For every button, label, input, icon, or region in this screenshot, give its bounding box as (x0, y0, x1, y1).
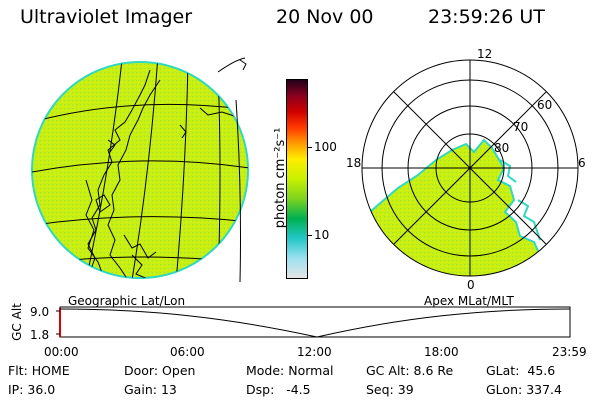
status-flt: Flt: HOME (8, 363, 70, 378)
mlt-label-12: 12 (477, 47, 493, 61)
geo-disk (31, 61, 249, 279)
status-mode: Mode: Normal (246, 363, 334, 378)
geo-map-label: Geographic Lat/Lon (68, 294, 186, 308)
colorbar-tick-100-mark (307, 147, 312, 148)
x-tick-1200: 12:00 (297, 345, 332, 359)
lat-label-60: 60 (537, 98, 553, 112)
colorbar-tick-10-mark (307, 235, 312, 236)
coastlines (85, 69, 241, 278)
status-dsp: Dsp: -4.5 (246, 382, 311, 397)
altitude-curve (59, 308, 571, 338)
polar-grid (361, 59, 579, 277)
mlt-label-6: 6 (578, 156, 586, 170)
time-label: 23:59:26 UT (428, 6, 545, 28)
status-seq: Seq: 39 (366, 382, 414, 397)
coast-fragment (239, 59, 247, 71)
x-tick-1800: 18:00 (424, 345, 459, 359)
altitude-y-tick-1-8-label: 1.8 (30, 328, 50, 342)
page-title: Ultraviolet Imager (20, 6, 193, 28)
status-gc-alt: GC Alt: 8.6 Re (366, 363, 454, 378)
lat-label-70: 70 (513, 120, 529, 134)
status-glat: GLat: 45.6 (486, 363, 556, 378)
x-tick-0600: 06:00 (170, 345, 205, 359)
mlt-label-18: 18 (346, 156, 362, 170)
colorbar-tick-100: 100 (314, 140, 337, 154)
altitude-y-tick-9-label: 9.0 (30, 305, 50, 319)
altitude-ylabel: GC Alt (10, 303, 24, 341)
colorbar-tick-10: 10 (314, 228, 330, 242)
x-tick-0000: 00:00 (44, 345, 79, 359)
status-gain: Gain: 13 (124, 382, 177, 397)
lat-label-80: 80 (494, 141, 510, 155)
colorbar (286, 79, 308, 279)
status-glon: GLon: 337.4 (486, 382, 562, 397)
polar-map-label: Apex MLat/MLT (424, 294, 514, 308)
geo-grid-outer (217, 57, 246, 283)
date-label: 20 Nov 00 (276, 6, 374, 28)
status-door: Door: Open (124, 363, 196, 378)
mlt-label-0: 0 (467, 278, 475, 292)
status-ip: IP: 36.0 (8, 382, 56, 397)
x-tick-2359: 23:59 (552, 345, 587, 359)
